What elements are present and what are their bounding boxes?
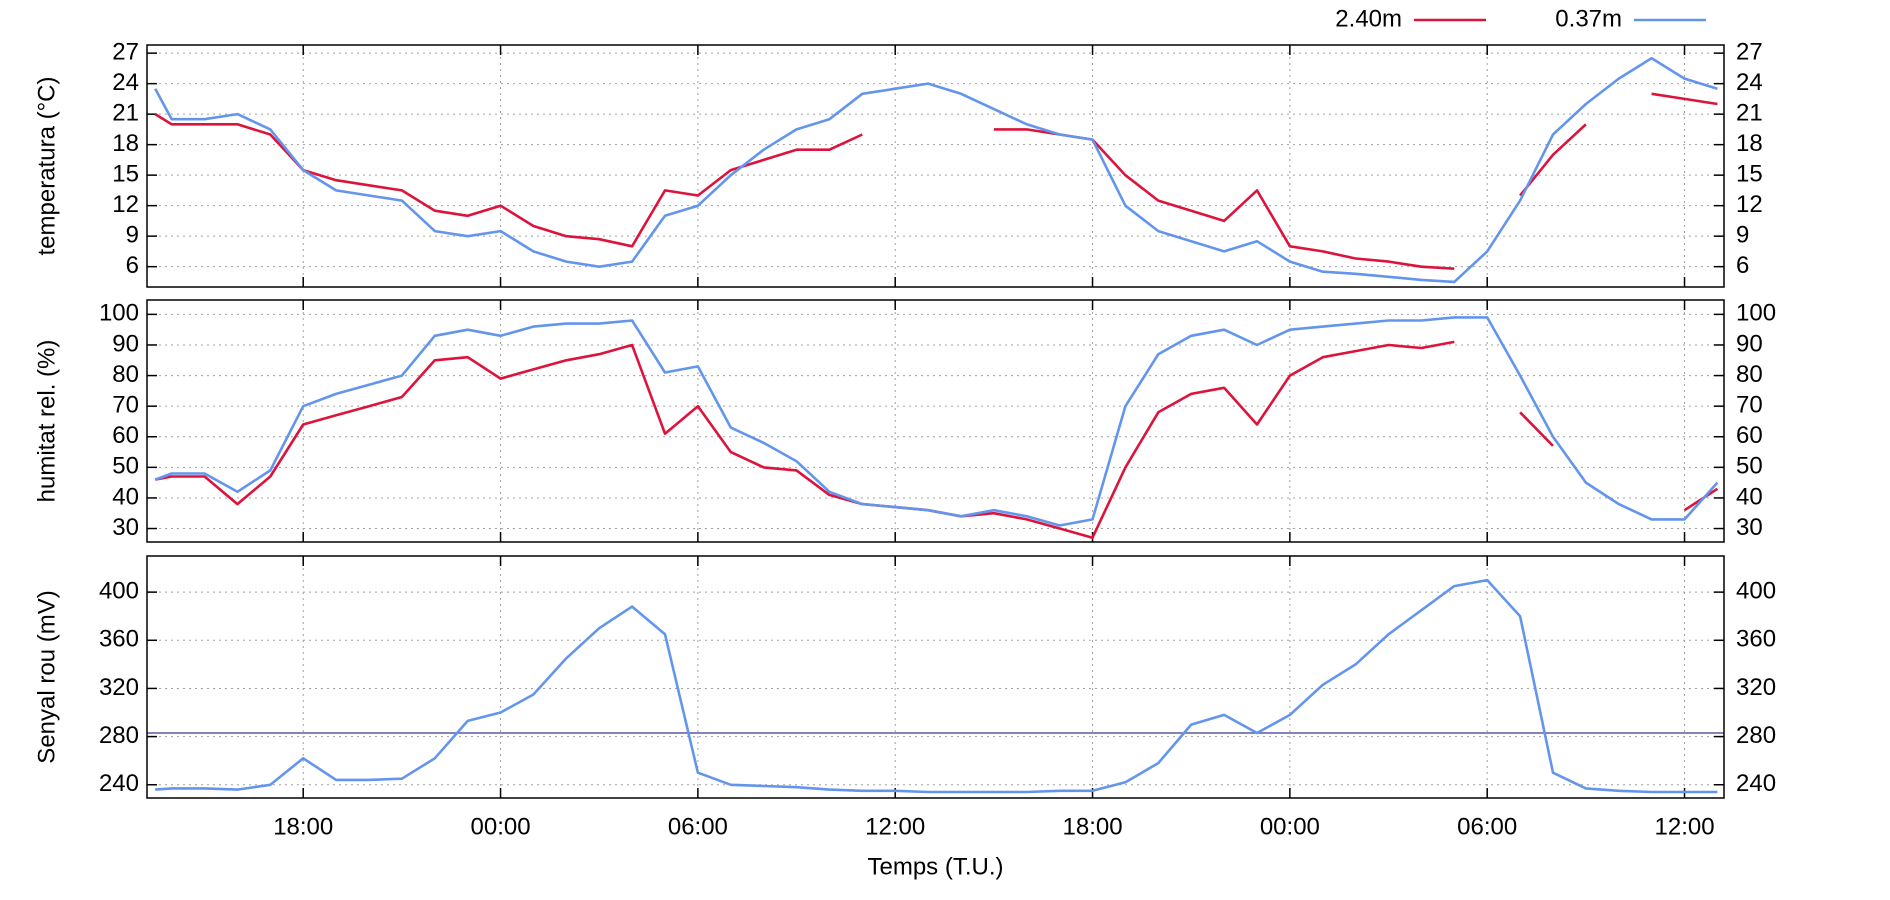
y-tick-label: 240 — [99, 770, 139, 797]
x-axis-label: Temps (T.U.) — [867, 853, 1003, 880]
y2-tick-label: 280 — [1736, 722, 1776, 749]
y-axis-label: Senyal rou (mV) — [33, 590, 60, 763]
y-tick-label: 360 — [99, 626, 139, 653]
x-tick-label: 12:00 — [865, 813, 925, 840]
y2-tick-label: 18 — [1736, 130, 1763, 157]
y-tick-label: 12 — [112, 191, 139, 218]
x-tick-label: 00:00 — [1260, 813, 1320, 840]
y2-tick-label: 360 — [1736, 626, 1776, 653]
y-tick-label: 90 — [112, 330, 139, 357]
y-tick-label: 50 — [112, 453, 139, 480]
y2-tick-label: 30 — [1736, 514, 1763, 541]
x-tick-label: 18:00 — [1063, 813, 1123, 840]
y-tick-label: 21 — [112, 99, 139, 126]
y2-tick-label: 24 — [1736, 69, 1763, 96]
y2-tick-label: 6 — [1736, 252, 1749, 279]
y2-tick-label: 60 — [1736, 422, 1763, 449]
y-tick-label: 100 — [99, 300, 139, 327]
y-tick-label: 70 — [112, 392, 139, 419]
y-axis-label: temperatura (°C) — [33, 77, 60, 256]
data-line — [154, 56, 1718, 284]
y-tick-label: 400 — [99, 577, 139, 604]
y-tick-label: 280 — [99, 722, 139, 749]
data-line — [154, 316, 1719, 527]
x-tick-label: 00:00 — [471, 813, 531, 840]
y-tick-label: 6 — [126, 252, 139, 279]
y-tick-label: 15 — [112, 160, 139, 187]
y2-tick-label: 90 — [1736, 330, 1763, 357]
y2-tick-label: 70 — [1736, 392, 1763, 419]
y2-tick-label: 12 — [1736, 191, 1763, 218]
data-line — [155, 578, 1718, 794]
plot-frame — [146, 44, 1725, 288]
y-axis-label: humitat rel. (%) — [33, 340, 60, 503]
y-tick-label: 60 — [112, 422, 139, 449]
legend-label: 0.37m — [1555, 5, 1622, 32]
x-tick-label: 12:00 — [1655, 813, 1715, 840]
y2-tick-label: 40 — [1736, 483, 1763, 510]
y2-tick-label: 21 — [1736, 99, 1763, 126]
y2-tick-label: 400 — [1736, 577, 1776, 604]
y-tick-label: 80 — [112, 361, 139, 388]
legend-label: 2.40m — [1335, 5, 1402, 32]
y-tick-label: 30 — [112, 514, 139, 541]
data-line — [154, 92, 1718, 270]
y2-tick-label: 240 — [1736, 770, 1776, 797]
y2-tick-label: 320 — [1736, 674, 1776, 701]
x-tick-label: 06:00 — [1457, 813, 1517, 840]
data-line — [154, 340, 1719, 539]
plot-frame — [146, 555, 1725, 799]
y-tick-label: 18 — [112, 130, 139, 157]
y-tick-label: 320 — [99, 674, 139, 701]
y-tick-label: 40 — [112, 483, 139, 510]
y2-tick-label: 100 — [1736, 300, 1776, 327]
y2-tick-label: 27 — [1736, 38, 1763, 65]
y-tick-label: 24 — [112, 69, 139, 96]
y-tick-label: 27 — [112, 38, 139, 65]
y2-tick-label: 15 — [1736, 160, 1763, 187]
y2-tick-label: 9 — [1736, 222, 1749, 249]
y2-tick-label: 50 — [1736, 453, 1763, 480]
plot-frame — [146, 299, 1725, 543]
x-tick-label: 18:00 — [273, 813, 333, 840]
y2-tick-label: 80 — [1736, 361, 1763, 388]
x-tick-label: 06:00 — [668, 813, 728, 840]
y-tick-label: 9 — [126, 222, 139, 249]
